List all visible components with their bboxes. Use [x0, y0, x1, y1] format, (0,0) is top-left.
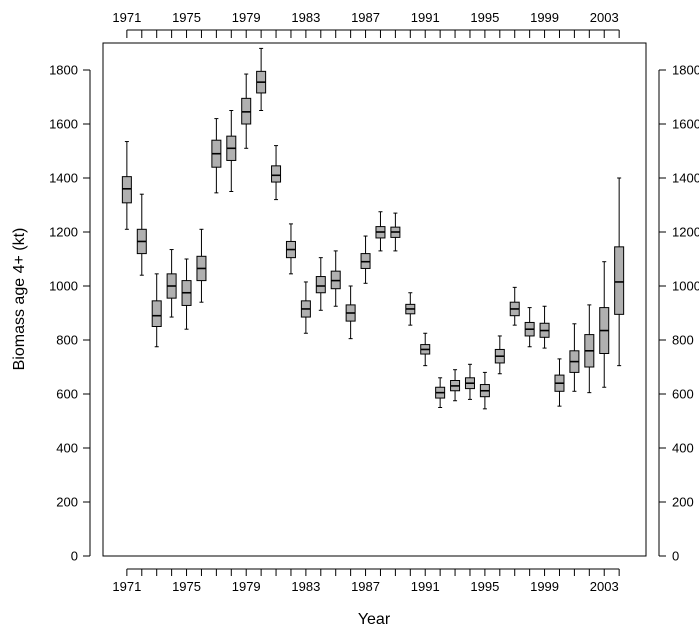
x-tick-label-bottom: 1987 [351, 579, 380, 594]
x-tick-label-bottom: 2003 [590, 579, 619, 594]
y-tick-label-left: 1600 [49, 117, 78, 132]
y-tick-label-left: 800 [56, 333, 78, 348]
iqr-box [315, 276, 326, 294]
y-tick-label-left: 400 [56, 441, 78, 456]
box-1975 [181, 258, 192, 330]
x-tick-label-top: 1975 [172, 10, 201, 25]
box-1981 [271, 145, 282, 201]
box-1979 [241, 73, 252, 149]
x-axis-top: 1971 1975 1979 1983 1987 1991 1995 1999 2003 [112, 10, 620, 38]
x-tick-label-top: 1995 [470, 10, 499, 25]
box-1997 [509, 286, 520, 326]
box-2003 [599, 261, 610, 388]
box-1987 [360, 235, 371, 284]
y-tick-label-right: 0 [672, 549, 679, 564]
box-1974 [166, 249, 177, 318]
box-1994 [464, 363, 475, 400]
y-tick-label-left: 1400 [49, 171, 78, 186]
y-tick-label-right: 1200 [672, 225, 699, 240]
y-tick-label-left: 200 [56, 495, 78, 510]
x-tick-label-top: 2003 [590, 10, 619, 25]
boxes-layer [121, 47, 625, 410]
y-tick-label-left: 600 [56, 387, 78, 402]
y-tick-label-right: 200 [672, 495, 694, 510]
box-1995 [479, 371, 490, 410]
x-tick-label-top: 1991 [411, 10, 440, 25]
x-tick-label-top: 1999 [530, 10, 559, 25]
y-tick-label-left: 0 [71, 549, 78, 564]
y-tick-label-right: 400 [672, 441, 694, 456]
box-2002 [584, 304, 595, 394]
x-tick-label-top: 1979 [232, 10, 261, 25]
y-axis-left: 0 200 400 600 800 1000 1200 1400 1600 1800 [49, 63, 91, 564]
iqr-box [121, 176, 132, 204]
y-axis-right: 0 200 400 600 800 1000 1200 1400 1600 1800 [658, 63, 699, 564]
x-tick-label-bottom: 1991 [411, 579, 440, 594]
x-tick-label-bottom: 1979 [232, 579, 261, 594]
y-tick-label-left: 1200 [49, 225, 78, 240]
box-1976 [196, 228, 207, 303]
y-tick-label-right: 600 [672, 387, 694, 402]
y-tick-label-left: 1800 [49, 63, 78, 78]
x-axis-bottom: 1971 1975 1979 1983 1987 1991 1995 1999 2003 [112, 568, 620, 594]
box-1972 [136, 193, 147, 276]
x-tick-label-bottom: 1995 [470, 579, 499, 594]
box-1992 [435, 377, 446, 408]
x-tick-label-top: 1983 [291, 10, 320, 25]
box-1985 [330, 250, 341, 307]
box-2001 [569, 323, 580, 392]
y-tick-label-right: 1000 [672, 279, 699, 294]
y-axis-title: Biomass age 4+ (kt) [11, 228, 28, 371]
x-tick-label-bottom: 1983 [291, 579, 320, 594]
y-tick-label-right: 1600 [672, 117, 699, 132]
box-1989 [390, 212, 401, 252]
box-1998 [524, 307, 535, 348]
box-1991 [420, 332, 431, 367]
box-2004 [614, 177, 625, 367]
box-1971 [121, 141, 132, 230]
box-1978 [226, 110, 237, 192]
box-1977 [211, 118, 222, 194]
box-2000 [554, 358, 565, 407]
x-tick-label-top: 1971 [112, 10, 141, 25]
box-1982 [285, 223, 296, 275]
plot-frame [102, 42, 647, 557]
box-1986 [345, 285, 356, 340]
box-1988 [375, 211, 386, 252]
x-tick-label-bottom: 1975 [172, 579, 201, 594]
y-tick-label-right: 1400 [672, 171, 699, 186]
x-axis-title: Year [358, 611, 391, 628]
box-1990 [405, 292, 416, 326]
iqr-box [614, 246, 625, 315]
y-tick-label-right: 1800 [672, 63, 699, 78]
x-tick-label-bottom: 1971 [112, 579, 141, 594]
y-tick-label-right: 800 [672, 333, 694, 348]
iqr-box [151, 300, 162, 328]
y-tick-label-left: 1000 [49, 279, 78, 294]
box-1983 [300, 281, 311, 334]
box-1999 [539, 305, 550, 349]
box-1973 [151, 273, 162, 348]
x-tick-label-top: 1987 [351, 10, 380, 25]
iqr-box [271, 165, 282, 183]
box-1980 [256, 47, 267, 111]
box-1993 [450, 369, 461, 402]
x-tick-label-bottom: 1999 [530, 579, 559, 594]
box-1984 [315, 257, 326, 311]
box-1996 [494, 335, 505, 375]
